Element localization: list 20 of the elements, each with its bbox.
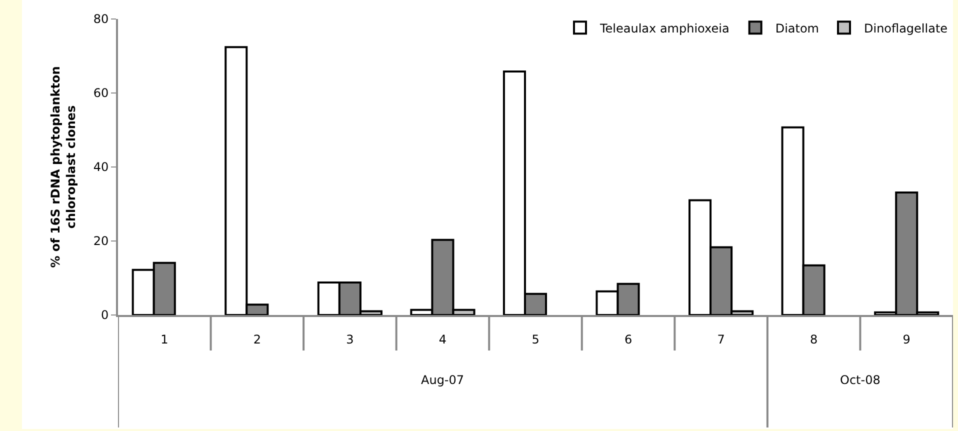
legend-label: Dinoflagellate [864,21,948,36]
y-tick-label: 60 [93,86,109,100]
x-tick-label: 8 [810,332,818,346]
x-tick-label: 3 [346,332,354,346]
y-tick-label: 0 [100,308,109,322]
y-tick-label: 40 [93,160,109,174]
text: Aug-07 [421,373,464,387]
legend-label: Diatom [775,21,819,36]
x-tick-label: 9 [902,332,910,346]
y-tick-label: 80 [93,12,109,26]
text: Oct-08 [840,373,880,387]
x-tick-label: 7 [717,332,725,346]
x-tick-label: 4 [438,332,447,346]
y-axis-title: % of 16S rDNA phytoplankton chloroplast clones [48,66,78,268]
legend-label: Teleaulax amphioxeia [599,21,730,36]
y-tick-label: 20 [93,234,109,248]
x-tick-label: 6 [624,332,632,346]
x-tick-label: 1 [160,332,168,346]
x-tick-label: 5 [532,332,540,346]
x-tick-label: 2 [253,332,261,346]
